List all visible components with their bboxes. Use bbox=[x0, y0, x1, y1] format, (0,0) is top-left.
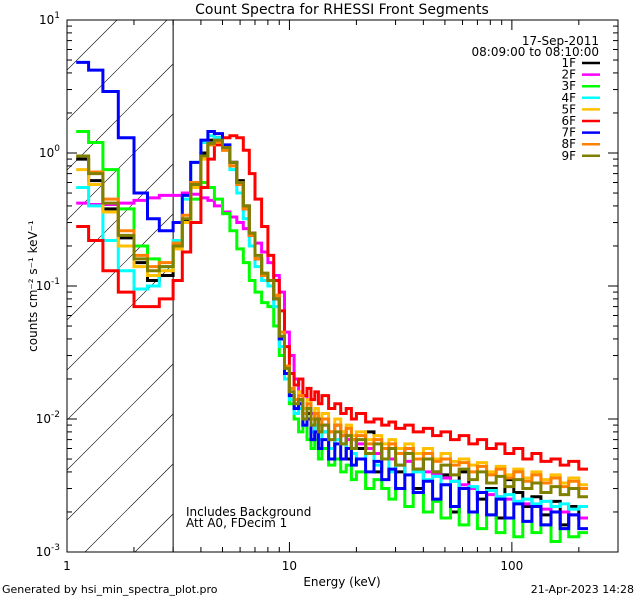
legend-label: 1F bbox=[561, 56, 576, 70]
y-tick-label: 101 bbox=[39, 11, 60, 27]
hatch-line bbox=[67, 363, 174, 471]
hatch-line bbox=[67, 213, 174, 321]
series-5F bbox=[76, 141, 588, 487]
chart-title: Count Spectra for RHESSI Front Segments bbox=[195, 2, 489, 18]
series-6F bbox=[76, 134, 588, 471]
y-tick-labels: 10-3 10-2 10-1 100 101 bbox=[36, 11, 61, 559]
axis-ticks bbox=[66, 19, 619, 553]
legend-label: 2F bbox=[561, 68, 576, 82]
x-tick-label: 100 bbox=[500, 559, 523, 573]
series-1F bbox=[76, 136, 588, 527]
footer-generated-by: Generated by hsi_min_spectra_plot.pro bbox=[2, 583, 218, 596]
annotation-attenuator: Att A0, FDecim 1 bbox=[186, 516, 287, 530]
y-tick-label: 10-2 bbox=[36, 410, 60, 426]
date-text: 17-Sep-2011 bbox=[522, 34, 599, 48]
hatch-line bbox=[134, 513, 174, 552]
y-tick-label: 10-3 bbox=[36, 543, 60, 559]
legend-label: 4F bbox=[561, 91, 576, 105]
y-tick-label: 100 bbox=[39, 144, 60, 160]
series-2F bbox=[76, 191, 588, 520]
hatch-line bbox=[67, 413, 174, 521]
footer-timestamp: 21-Apr-2023 14:28 bbox=[530, 583, 634, 596]
series-8F bbox=[76, 141, 588, 490]
series-7F bbox=[76, 60, 588, 531]
x-axis-label: Energy (keV) bbox=[303, 575, 380, 589]
hatch-line bbox=[67, 313, 174, 421]
y-tick-label: 10-1 bbox=[36, 277, 60, 293]
hatch-line bbox=[67, 20, 118, 71]
hatch-line bbox=[67, 20, 68, 21]
legend-label: 7F bbox=[561, 126, 576, 140]
hatch-line bbox=[67, 163, 174, 271]
time-range-text: 08:09:00 to 08:10:00 bbox=[472, 45, 599, 59]
x-tick-label: 1 bbox=[63, 559, 71, 573]
spectra-series bbox=[76, 60, 588, 543]
x-tick-label: 10 bbox=[282, 559, 297, 573]
excluded-region-hatch bbox=[67, 20, 174, 552]
y-axis-label: counts cm⁻² s⁻¹ keV⁻¹ bbox=[26, 220, 40, 352]
series-9F bbox=[76, 138, 588, 499]
legend-label: 5F bbox=[561, 102, 576, 116]
legend-label: 8F bbox=[561, 137, 576, 151]
hatch-line bbox=[67, 63, 174, 171]
hatch-line bbox=[84, 463, 174, 552]
annotation-background: Includes Background bbox=[186, 505, 311, 519]
x-tick-labels: 1 10 100 bbox=[63, 559, 523, 573]
legend-label: 9F bbox=[561, 149, 576, 163]
hatch-line bbox=[67, 20, 168, 121]
legend-label: 6F bbox=[561, 114, 576, 128]
legend-label: 3F bbox=[561, 79, 576, 93]
